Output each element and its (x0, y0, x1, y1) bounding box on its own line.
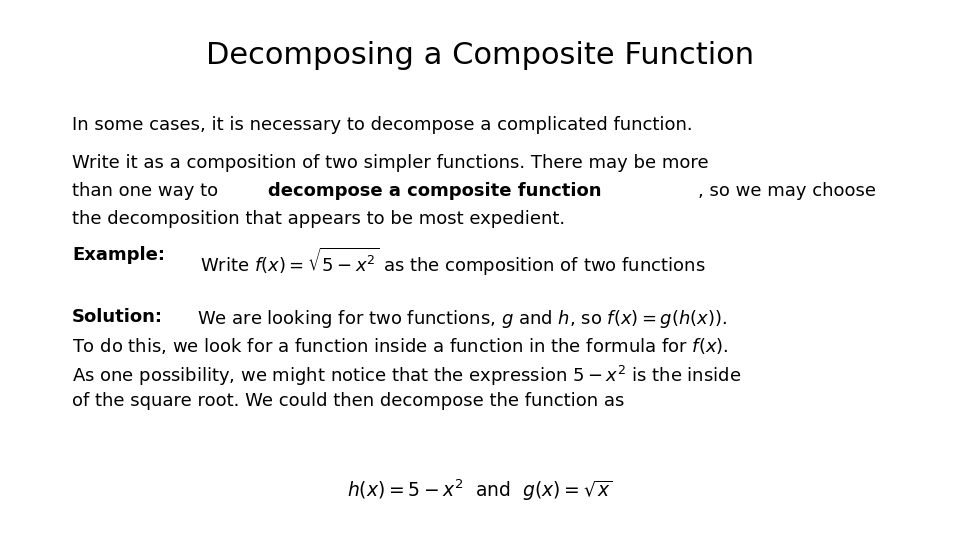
Text: Solution:: Solution: (72, 308, 163, 326)
Text: In some cases, it is necessary to decompose a complicated function.: In some cases, it is necessary to decomp… (72, 116, 692, 134)
Text: of the square root. We could then decompose the function as: of the square root. We could then decomp… (72, 392, 624, 410)
Text: We are looking for two functions, $g$ and $h$, so $f(x) = g(h(x))$.: We are looking for two functions, $g$ an… (197, 308, 728, 330)
Text: Write $f(x) = \sqrt{5 - x^2}$ as the composition of two functions: Write $f(x) = \sqrt{5 - x^2}$ as the com… (200, 246, 706, 278)
Text: than one way to: than one way to (72, 182, 224, 200)
Text: Example:: Example: (72, 246, 165, 264)
Text: the decomposition that appears to be most expedient.: the decomposition that appears to be mos… (72, 210, 565, 228)
Text: Decomposing a Composite Function: Decomposing a Composite Function (206, 40, 754, 70)
Text: To do this, we look for a function inside a function in the formula for $f(x)$.: To do this, we look for a function insid… (72, 336, 729, 356)
Text: Write it as a composition of two simpler functions. There may be more: Write it as a composition of two simpler… (72, 154, 708, 172)
Text: decompose a composite function: decompose a composite function (268, 182, 602, 200)
Text: , so we may choose: , so we may choose (698, 182, 876, 200)
Text: As one possibility, we might notice that the expression $5 - x^2$ is the inside: As one possibility, we might notice that… (72, 364, 741, 388)
Text: $h(x) = 5 - x^2$  and  $g(x) = \sqrt{x}$: $h(x) = 5 - x^2$ and $g(x) = \sqrt{x}$ (347, 478, 613, 503)
